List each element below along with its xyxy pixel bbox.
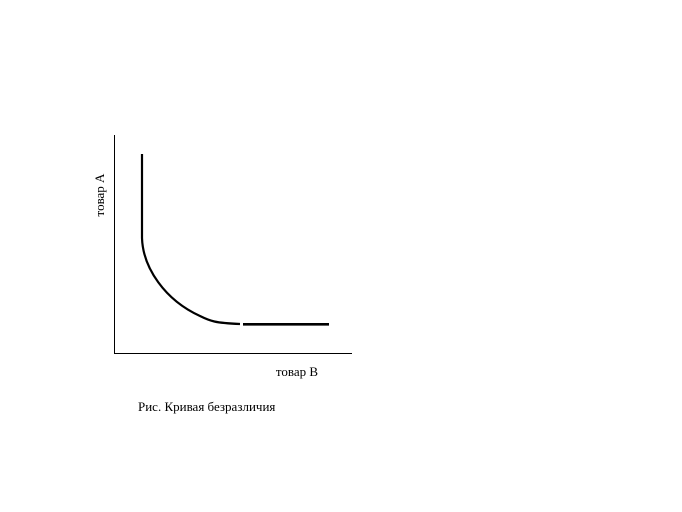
x-axis-label: товар B [276,364,318,379]
caption: Рис. Кривая безразличия [138,399,275,414]
indifference-curve [140,154,241,326]
y-axis-label: товар A [92,173,107,216]
